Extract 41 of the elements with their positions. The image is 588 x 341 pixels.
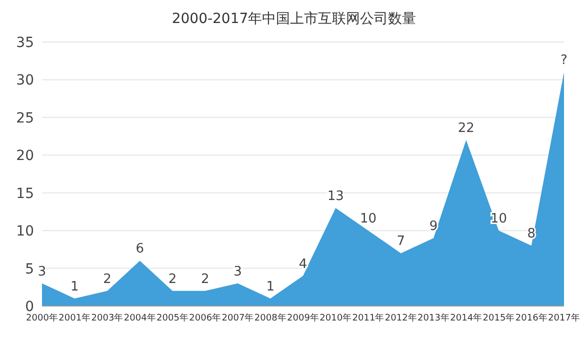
y-tick-label: 20 [16, 148, 34, 164]
x-tick-label: 2017年 [548, 312, 580, 324]
x-tick-label: 2006年 [189, 312, 222, 324]
data-label: 9 [429, 219, 438, 234]
y-tick-label: 10 [16, 224, 34, 240]
data-label: 1 [266, 279, 275, 294]
data-label: 10 [360, 212, 377, 227]
x-tick-label: 2012年 [384, 312, 417, 324]
y-tick-label: 25 [16, 110, 34, 126]
x-tick-label: 2003年 [91, 312, 124, 324]
data-label: 2 [200, 272, 210, 287]
x-tick-label: 2007年 [222, 312, 254, 324]
data-label: ? [560, 53, 568, 68]
x-tick-label: 2005年 [156, 312, 188, 324]
x-tick-label: 2010年 [320, 312, 352, 324]
x-tick-label: 2016年 [515, 312, 548, 324]
x-tick-label: 2000年 [26, 312, 58, 324]
x-tick-label: 2013年 [418, 312, 450, 324]
y-tick-label: 5 [25, 261, 34, 278]
data-label: 1 [70, 279, 79, 294]
data-label: 4 [298, 256, 308, 272]
data-label: 13 [327, 188, 344, 204]
data-label: 3 [234, 264, 242, 280]
y-tick-label: 30 [16, 72, 34, 89]
x-tick-label: 2008年 [254, 312, 286, 324]
data-label: 7 [396, 234, 406, 250]
x-tick-label: 2015年 [482, 312, 515, 324]
data-label: 3 [38, 264, 46, 280]
x-tick-label: 2014年 [450, 312, 482, 324]
data-label: 2 [103, 272, 112, 287]
chart-title: 2000-2017年中国上市互联网公司数量 [170, 10, 418, 29]
data-label: 2 [168, 272, 177, 287]
data-label: 6 [136, 242, 144, 257]
x-tick-label: 2009年 [287, 312, 319, 324]
data-label: 22 [458, 121, 474, 136]
y-tick-label: 35 [16, 34, 34, 51]
y-tick-label: 15 [16, 186, 34, 202]
x-tick-label: 2001年 [58, 312, 91, 324]
x-tick-label: 2004年 [124, 312, 156, 324]
x-tick-label: 2011年 [352, 312, 384, 324]
y-tick-label: 0 [25, 298, 34, 315]
